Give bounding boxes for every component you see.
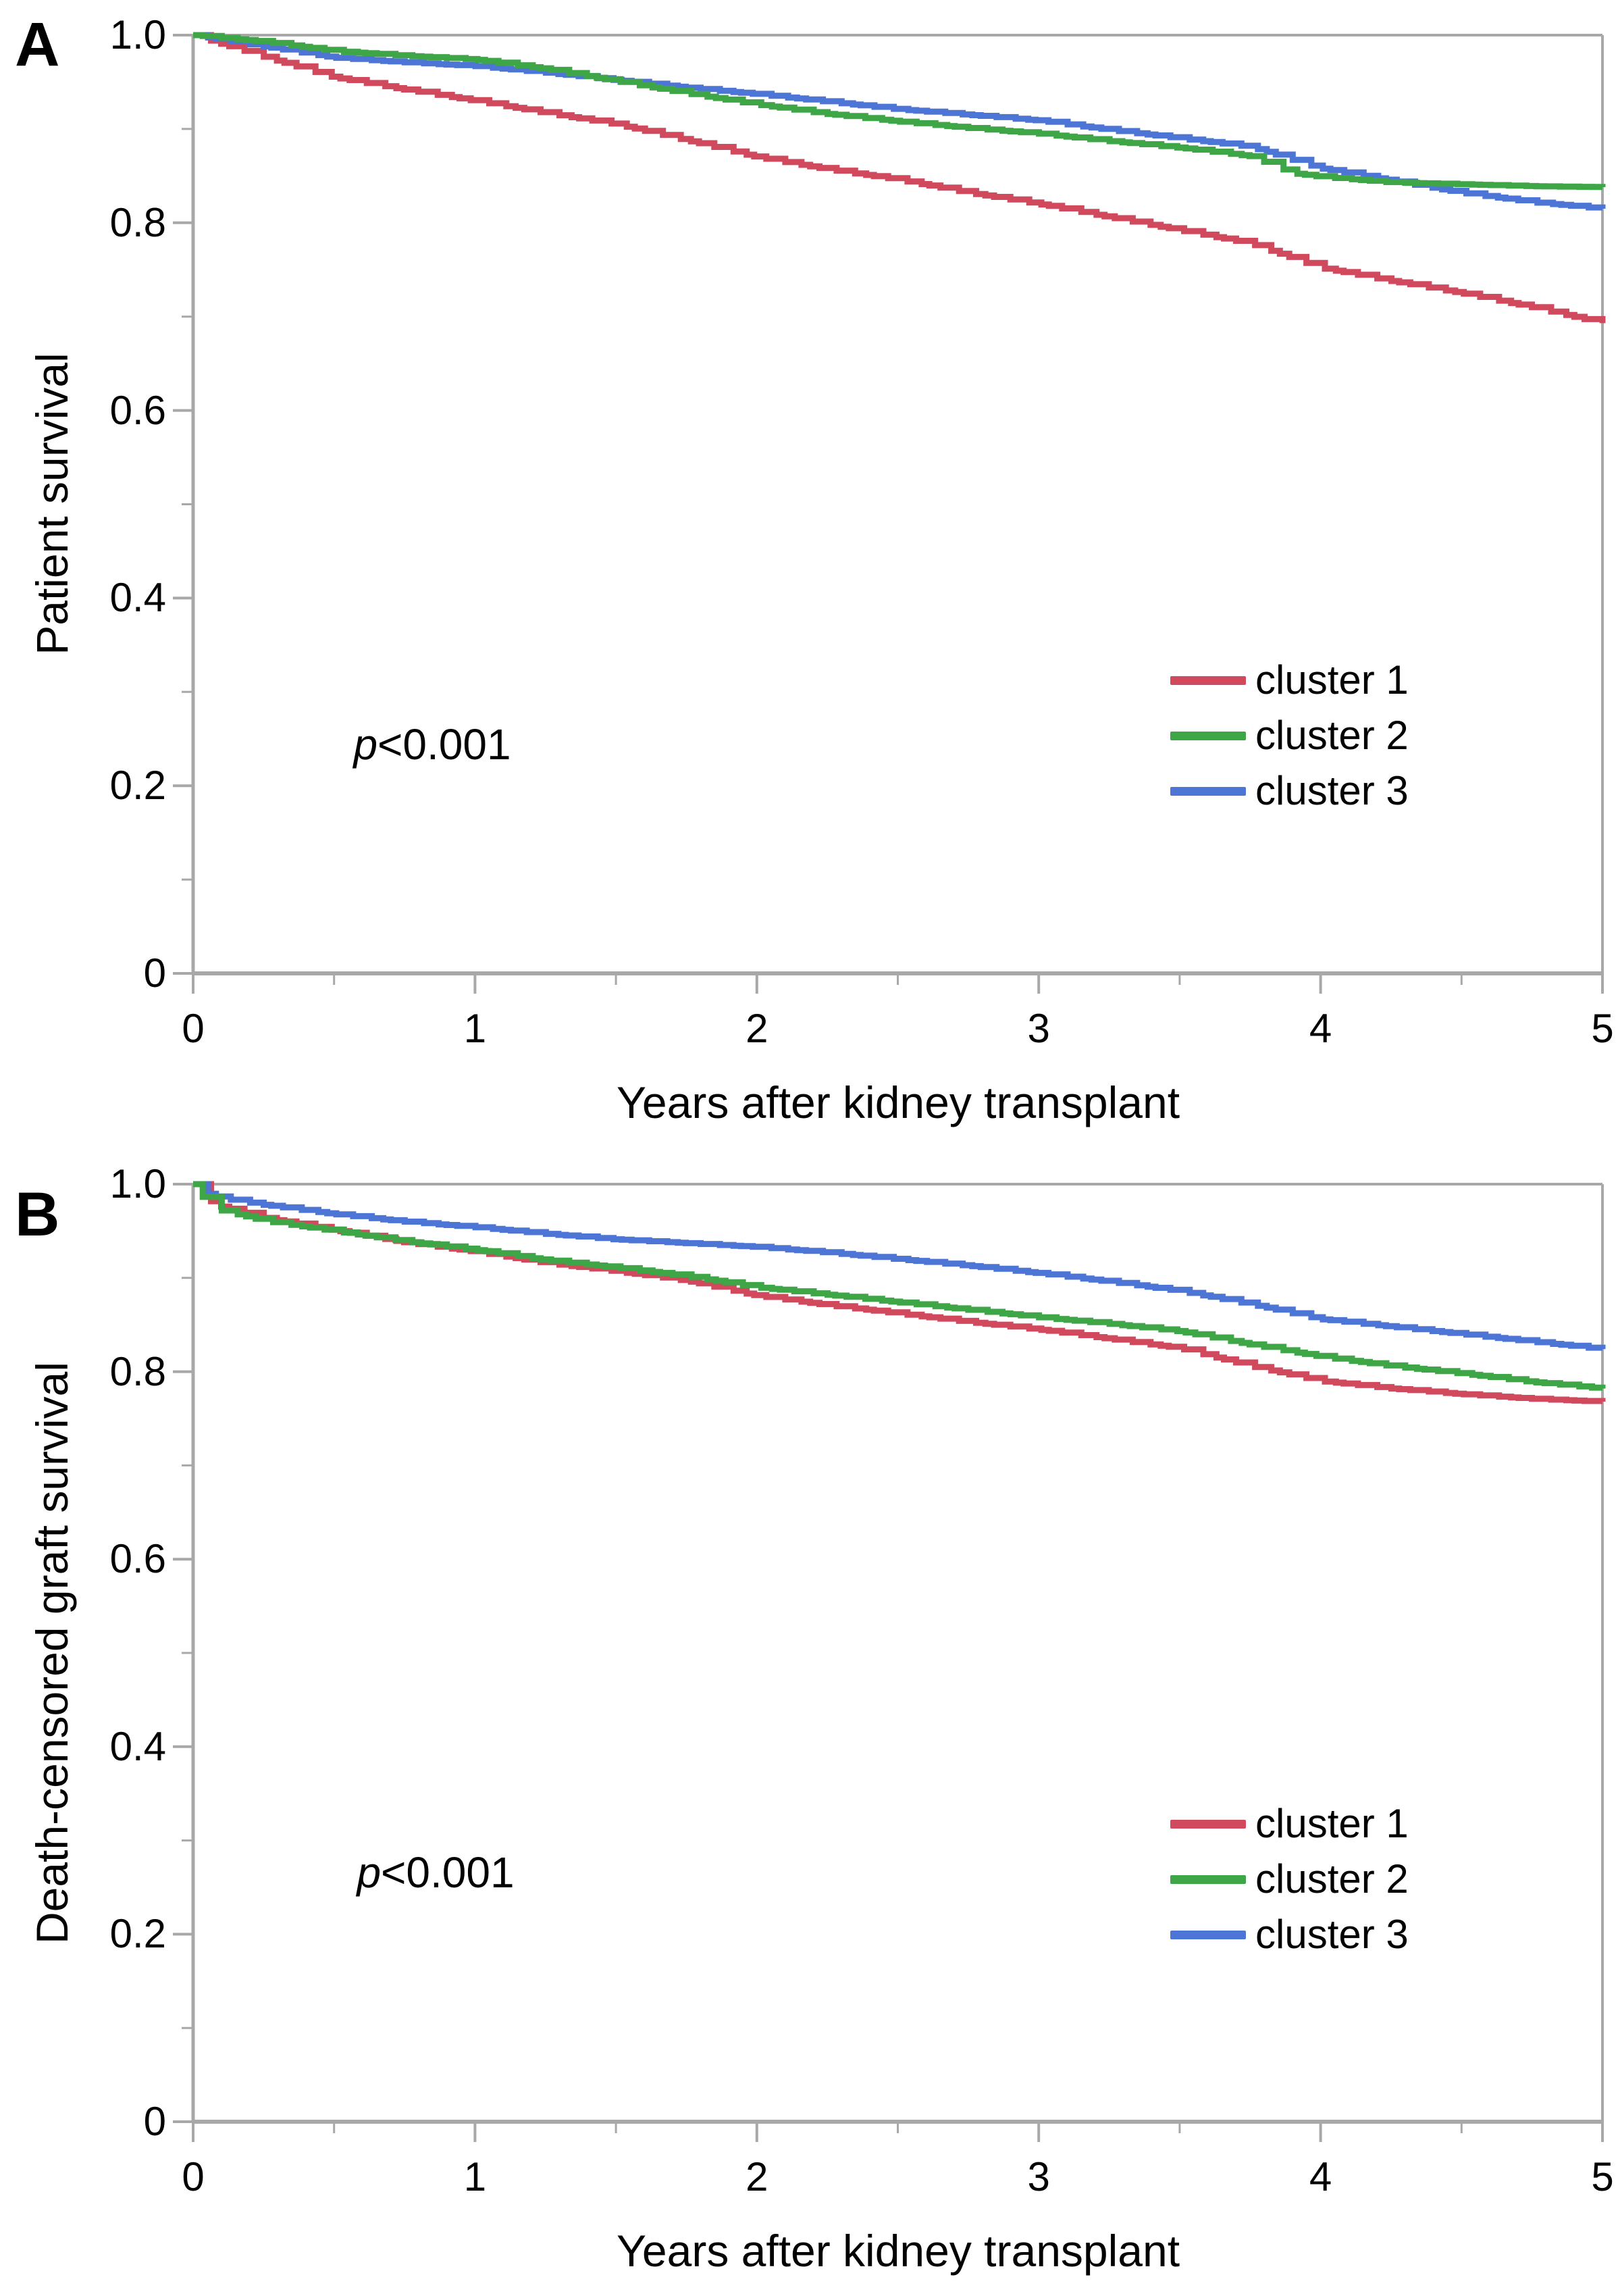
y-tick-label: 0.8 <box>109 199 166 245</box>
panel-a-letter: A <box>15 10 60 79</box>
legend-item-cluster-2: cluster 2 <box>1170 708 1409 763</box>
survival-curve-cluster-3-panel-B <box>193 1181 1606 1351</box>
x-tick-label: 5 <box>1591 1006 1614 1051</box>
panel-a-y-axis-title: Patient survival <box>27 353 77 655</box>
cluster-3-swatch <box>1170 1930 1246 1939</box>
panel-a-legend: cluster 1 cluster 2 cluster 3 <box>1170 653 1409 819</box>
legend-item-cluster-1: cluster 1 <box>1170 653 1409 708</box>
legend-item-cluster-3: cluster 3 <box>1170 1907 1409 1962</box>
cluster-3-label: cluster 3 <box>1255 1912 1409 1957</box>
survival-curve-cluster-2-panel-B <box>193 1181 1606 1391</box>
cluster-1-swatch <box>1170 1819 1246 1829</box>
cluster-3-swatch <box>1170 786 1246 796</box>
x-tick-label: 2 <box>746 2154 768 2199</box>
y-tick-label: 0.6 <box>109 387 166 433</box>
y-tick-label: 0.4 <box>109 575 166 621</box>
panel-b-x-axis-title: Years after kidney transplant <box>616 2226 1180 2276</box>
x-tick-label: 1 <box>463 1006 487 1051</box>
cluster-1-label: cluster 1 <box>1255 657 1409 703</box>
y-tick-label: 0.2 <box>109 763 166 809</box>
x-tick-label: 1 <box>463 2154 487 2199</box>
panel-b-y-axis-title: Death-censored graft survival <box>27 1361 77 1945</box>
x-tick-label: 0 <box>182 1006 205 1051</box>
x-tick-label: 2 <box>746 1006 768 1051</box>
x-tick-label: 0 <box>182 2154 205 2199</box>
cluster-2-swatch <box>1170 731 1246 740</box>
panel-b-legend: cluster 1 cluster 2 cluster 3 <box>1170 1796 1409 1962</box>
y-tick-label: 0.2 <box>109 1911 166 1957</box>
cluster-1-label: cluster 1 <box>1255 1801 1409 1846</box>
panel-a-x-axis-title: Years after kidney transplant <box>616 1077 1180 1127</box>
cluster-2-label: cluster 2 <box>1255 1856 1409 1902</box>
panel-b-p-value: p<0.001 <box>357 1848 515 1897</box>
x-tick-label: 3 <box>1027 1006 1050 1051</box>
x-tick-label: 4 <box>1309 2154 1332 2199</box>
cluster-2-swatch <box>1170 1874 1246 1884</box>
survival-curve-cluster-2-panel-A <box>193 32 1606 190</box>
legend-item-cluster-2: cluster 2 <box>1170 1852 1409 1907</box>
legend-item-cluster-3: cluster 3 <box>1170 763 1409 819</box>
panel-a-p-value: p<0.001 <box>353 720 511 769</box>
y-tick-label: 0.6 <box>109 1536 166 1582</box>
x-tick-label: 3 <box>1027 2154 1050 2199</box>
x-tick-label: 4 <box>1309 1006 1332 1051</box>
cluster-1-swatch <box>1170 675 1246 685</box>
y-tick-label: 0 <box>143 2099 166 2144</box>
y-tick-label: 0.4 <box>109 1723 166 1769</box>
survival-curve-cluster-3-panel-A <box>193 32 1606 211</box>
survival-curve-cluster-1-panel-A <box>193 32 1606 324</box>
y-tick-label: 1.0 <box>109 1161 166 1206</box>
legend-item-cluster-1: cluster 1 <box>1170 1796 1409 1852</box>
y-tick-label: 0.8 <box>109 1348 166 1394</box>
x-tick-label: 5 <box>1591 2154 1614 2199</box>
y-tick-label: 0 <box>143 950 166 996</box>
cluster-3-label: cluster 3 <box>1255 768 1409 813</box>
y-tick-label: 1.0 <box>109 12 166 57</box>
survival-curve-cluster-1-panel-B <box>193 1181 1606 1404</box>
cluster-2-label: cluster 2 <box>1255 713 1409 758</box>
panel-b-letter: B <box>15 1180 60 1249</box>
